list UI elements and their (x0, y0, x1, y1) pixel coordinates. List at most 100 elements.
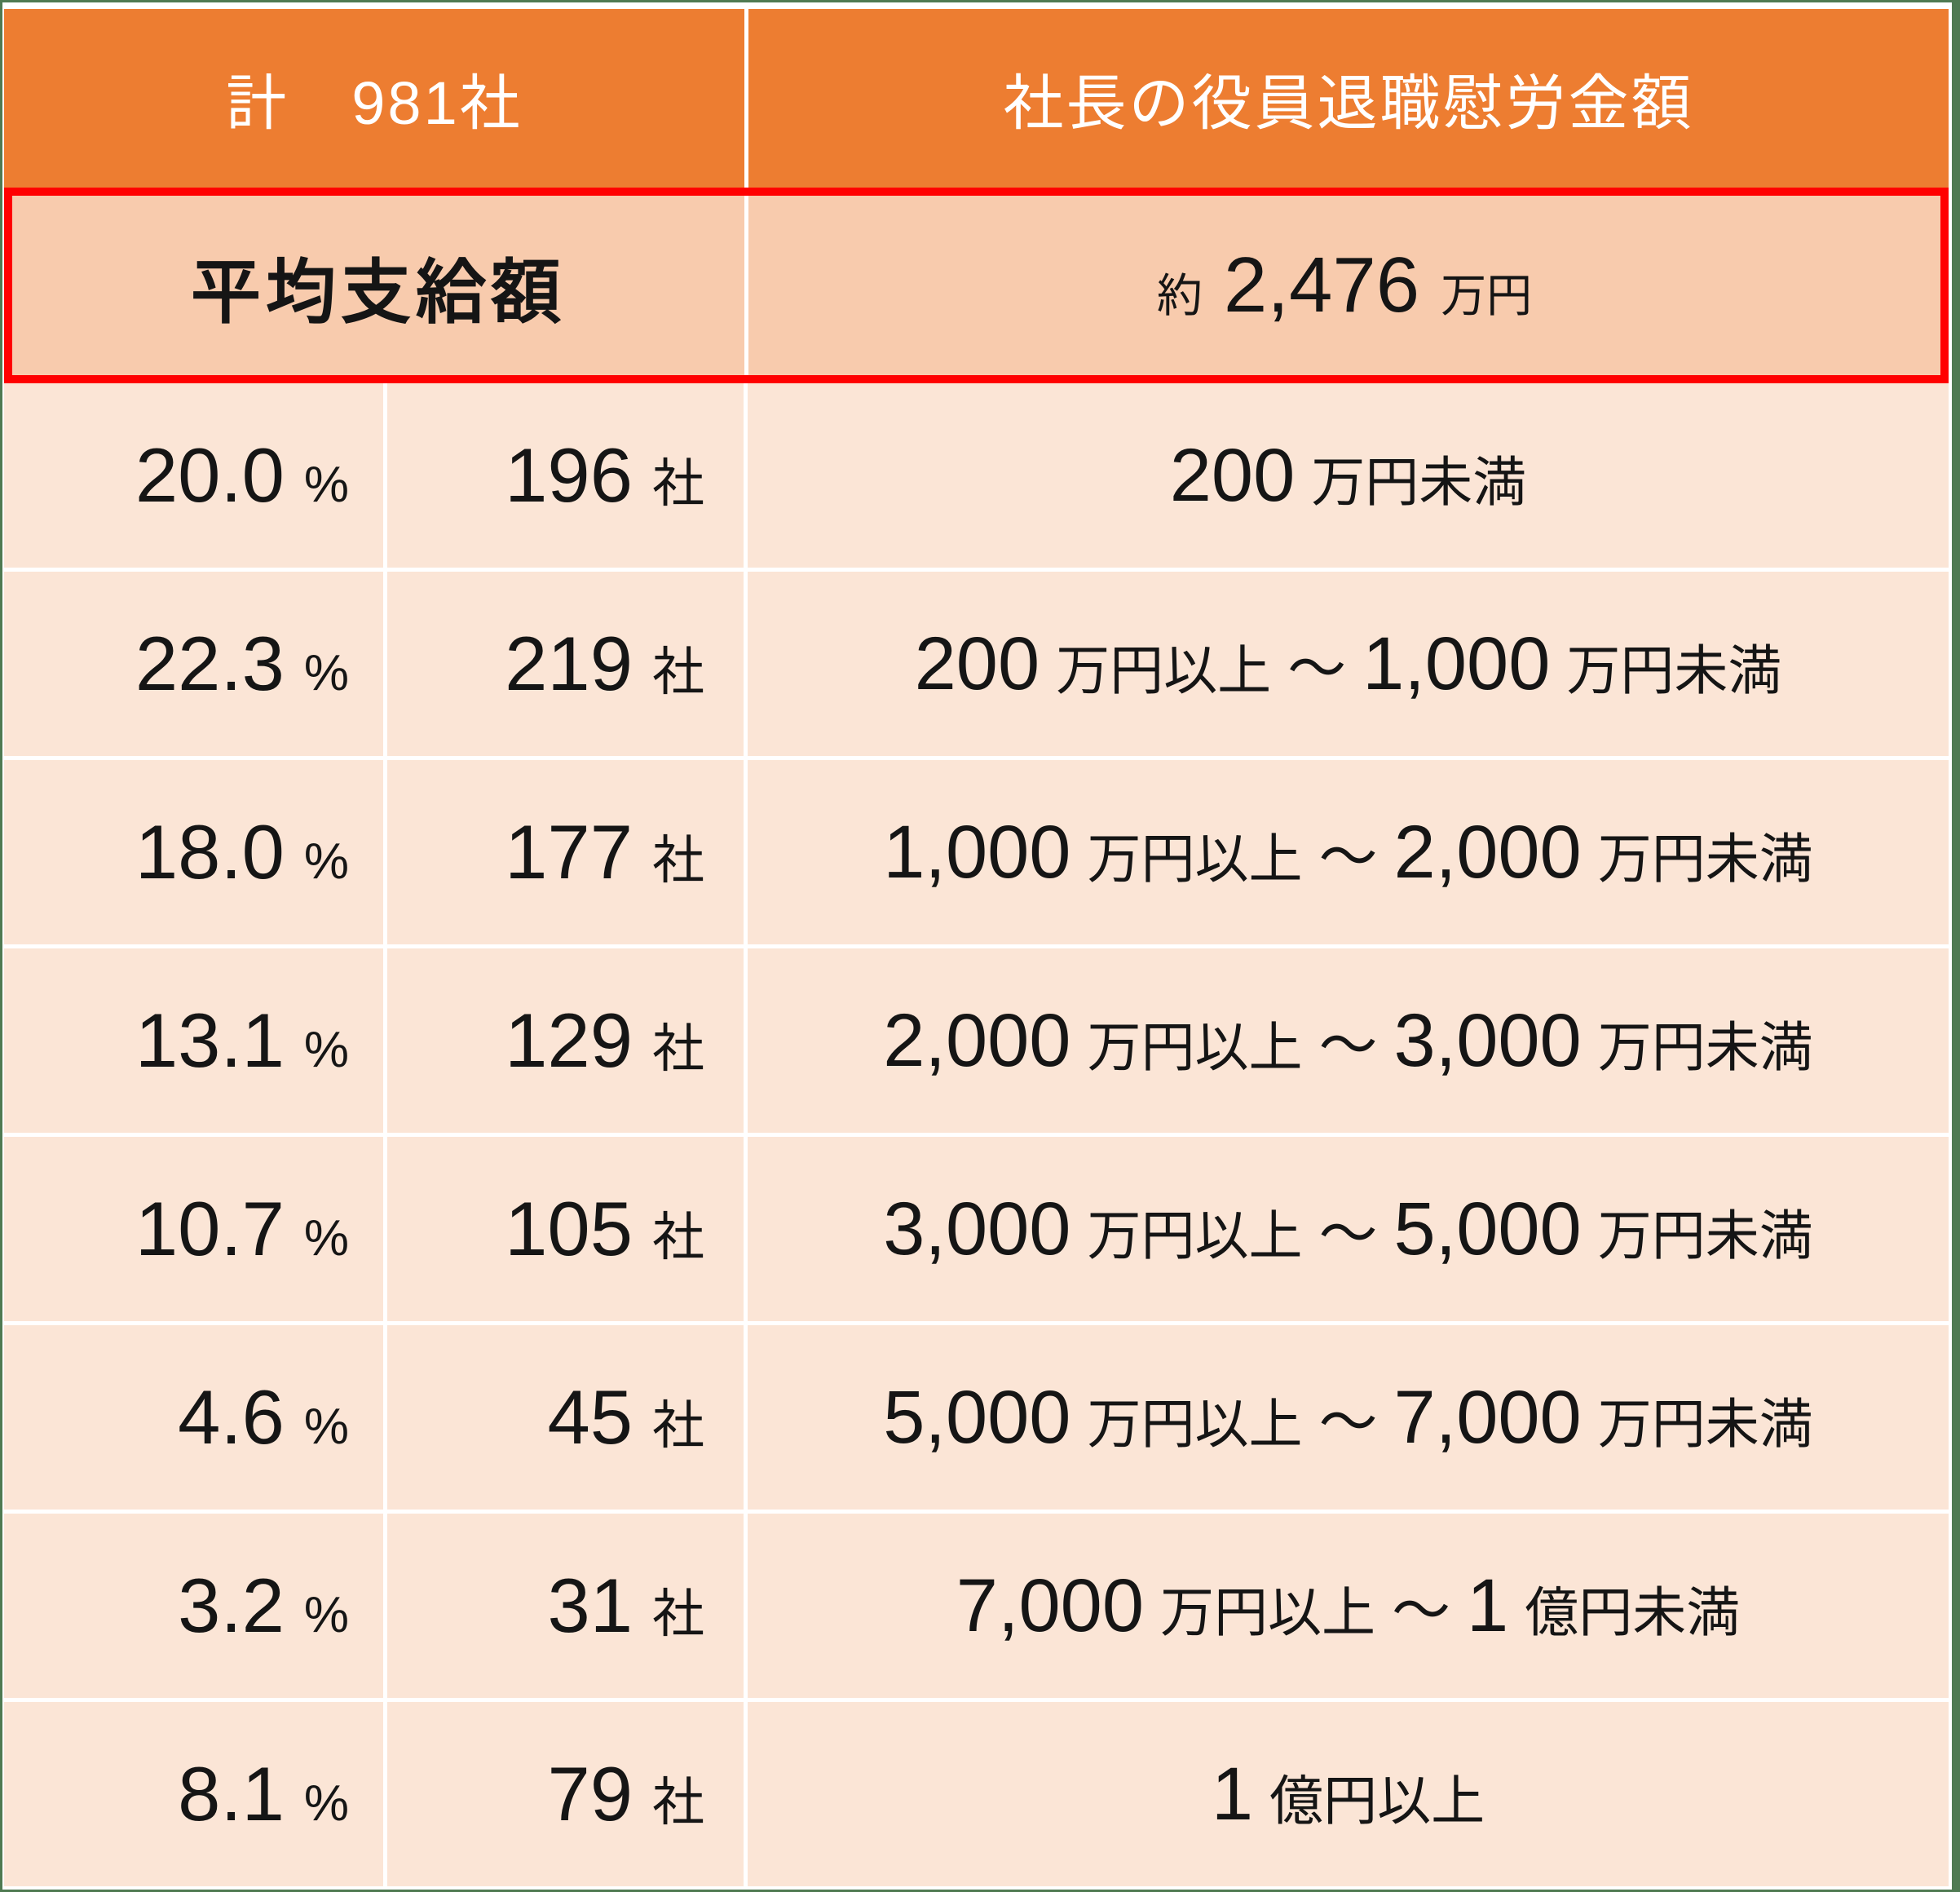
range-segment-num: 200 (914, 622, 1040, 705)
percent-cell: 10.7 % (4, 1137, 383, 1321)
average-label: 平均支給額 (191, 253, 566, 332)
company-count-value: 196 社 (505, 431, 704, 519)
count-number: 177 (505, 809, 633, 895)
percent-number: 4.6 (178, 1374, 285, 1460)
amount-range-cell: 1,000 万円以上～ 2,000 万円未満 (748, 760, 1949, 944)
data-rows-grid: 20.0 % 196 社 200 万円未満 22.3 % 219 社 (4, 383, 1949, 1886)
percent-cell: 13.1 % (4, 948, 383, 1133)
range-segment-num: 1,000 (1362, 622, 1551, 705)
percent-unit: % (303, 645, 349, 701)
range-segment-num: 7,000 (1393, 1376, 1582, 1459)
count-number: 196 (505, 432, 633, 518)
range-segment-jp: 万円以上 (1087, 1017, 1303, 1077)
company-count-cell: 105 社 (387, 1137, 744, 1321)
range-segment-jp: 万円未満 (1311, 451, 1527, 512)
count-unit: 社 (652, 1019, 704, 1078)
amount-range-value: 200 万円未満 (1170, 433, 1527, 519)
percent-number: 20.0 (135, 432, 285, 518)
percent-number: 8.1 (178, 1751, 285, 1837)
percent-cell: 22.3 % (4, 572, 383, 756)
count-unit: 社 (652, 454, 704, 513)
range-segment-tl: ～ (1318, 1202, 1378, 1267)
percent-number: 10.7 (135, 1186, 285, 1271)
company-count-value: 105 社 (505, 1185, 704, 1273)
company-count-cell: 31 社 (387, 1514, 744, 1698)
percent-unit: % (303, 833, 349, 890)
range-segment-num: 2,000 (1393, 811, 1582, 894)
range-segment-jp: 万円以上 (1087, 1205, 1303, 1266)
amount-column-label: 社長の役員退職慰労金額 (1003, 69, 1694, 137)
percent-cell: 18.0 % (4, 760, 383, 944)
range-segment-num: 2,000 (883, 999, 1071, 1082)
amount-range-cell: 3,000 万円以上～ 5,000 万円未満 (748, 1137, 1949, 1321)
company-count-value: 31 社 (547, 1562, 704, 1650)
range-segment-jp: 億円以上 (1269, 1770, 1485, 1831)
range-segment-num: 1 (1467, 1564, 1509, 1647)
amount-range-cell: 1 億円以上 (748, 1702, 1949, 1886)
percent-cell: 3.2 % (4, 1514, 383, 1698)
range-segment-tl: ～ (1318, 1014, 1378, 1079)
company-count-cell: 129 社 (387, 948, 744, 1133)
average-value: 約 2,476 万円 (1157, 241, 1532, 330)
range-segment-num: 5,000 (1393, 1187, 1582, 1271)
company-count-value: 79 社 (547, 1750, 704, 1838)
range-segment-jp: 万円以上 (1160, 1582, 1376, 1642)
range-segment-num: 3,000 (1393, 999, 1582, 1082)
count-number: 105 (505, 1186, 633, 1271)
count-unit: 社 (652, 1585, 704, 1643)
average-label-cell: 平均支給額 (12, 196, 744, 375)
average-row-highlighted: 平均支給額 約 2,476 万円 (4, 188, 1949, 383)
range-segment-tl: ～ (1318, 1390, 1378, 1456)
range-segment-tl: ～ (1287, 637, 1347, 702)
count-number: 219 (505, 621, 633, 706)
average-value-unit: 万円 (1441, 270, 1533, 321)
total-companies-label: 計 981社 (226, 69, 523, 137)
range-segment-num: 3,000 (883, 1187, 1071, 1271)
company-count-cell: 219 社 (387, 572, 744, 756)
count-number: 45 (547, 1374, 633, 1460)
range-segment-jp: 万円未満 (1597, 1205, 1813, 1266)
company-count-cell: 79 社 (387, 1702, 744, 1886)
percent-number: 3.2 (178, 1563, 285, 1648)
count-unit: 社 (652, 1773, 704, 1832)
count-number: 79 (547, 1751, 633, 1837)
percent-unit: % (303, 1775, 349, 1832)
company-count-value: 45 社 (547, 1373, 704, 1461)
count-unit: 社 (652, 831, 704, 890)
percent-number: 13.1 (135, 997, 285, 1083)
range-segment-jp: 万円未満 (1566, 640, 1782, 701)
percent-cell: 20.0 % (4, 383, 383, 568)
range-segment-jp: 万円以上 (1087, 829, 1303, 889)
range-segment-jp: 万円未満 (1597, 1394, 1813, 1454)
header-cell-amount: 社長の役員退職慰労金額 (748, 9, 1949, 188)
amount-range-cell: 2,000 万円以上～ 3,000 万円未満 (748, 948, 1949, 1133)
company-count-cell: 177 社 (387, 760, 744, 944)
range-segment-jp: 万円以上 (1087, 1394, 1303, 1454)
percent-unit: % (303, 457, 349, 513)
company-count-value: 129 社 (505, 997, 704, 1085)
range-segment-num: 1,000 (883, 811, 1071, 894)
percent-unit: % (303, 1399, 349, 1455)
amount-range-value: 200 万円以上～ 1,000 万円未満 (915, 621, 1782, 707)
amount-range-cell: 7,000 万円以上 ～ 1 億円未満 (748, 1514, 1949, 1698)
percent-number: 22.3 (135, 621, 285, 706)
count-unit: 社 (652, 643, 704, 701)
percent-value: 22.3 % (135, 620, 349, 708)
percent-cell: 8.1 % (4, 1702, 383, 1886)
percent-value: 18.0 % (135, 808, 349, 896)
average-value-cell: 約 2,476 万円 (748, 196, 1940, 375)
amount-range-value: 3,000 万円以上～ 5,000 万円未満 (883, 1186, 1812, 1272)
percent-unit: % (303, 1022, 349, 1078)
percent-value: 10.7 % (135, 1185, 349, 1273)
amount-range-value: 1,000 万円以上～ 2,000 万円未満 (883, 809, 1812, 895)
amount-range-cell: 200 万円未満 (748, 383, 1949, 568)
range-segment-jp: 億円未満 (1525, 1582, 1741, 1642)
range-segment-jp: 万円以上 (1056, 640, 1272, 701)
amount-range-value: 2,000 万円以上～ 3,000 万円未満 (883, 997, 1812, 1084)
percent-unit: % (303, 1587, 349, 1643)
count-number: 31 (547, 1563, 633, 1648)
percent-value: 8.1 % (178, 1750, 349, 1838)
percent-value: 13.1 % (135, 997, 349, 1085)
percent-value: 3.2 % (178, 1562, 349, 1650)
